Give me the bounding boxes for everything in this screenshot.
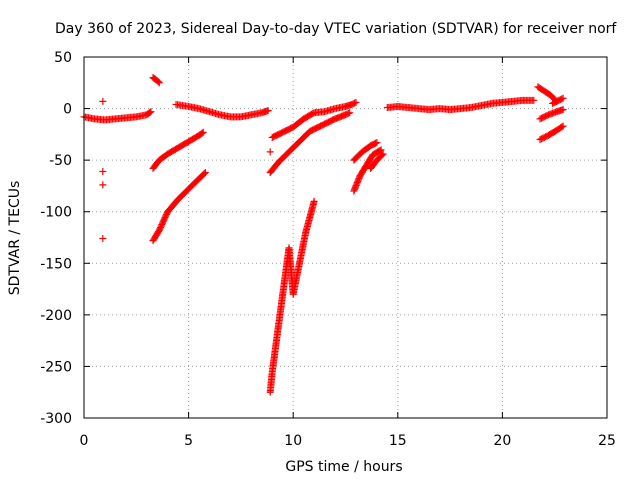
data-point-marker xyxy=(376,147,384,155)
data-point-marker xyxy=(378,151,386,159)
data-point-marker xyxy=(310,197,318,205)
data-markers xyxy=(80,74,567,396)
data-point-marker xyxy=(352,98,360,106)
grid-lines xyxy=(84,57,607,418)
y-tick-label: 50 xyxy=(54,50,72,66)
data-point-marker xyxy=(198,129,206,137)
data-point-marker xyxy=(200,170,208,178)
x-tick-label: 15 xyxy=(389,433,407,449)
y-tick-label: -150 xyxy=(40,256,72,272)
data-point-marker xyxy=(147,108,155,116)
data-point-marker xyxy=(373,139,381,147)
data-point-marker xyxy=(344,109,352,117)
data-point-marker xyxy=(99,235,107,243)
data-point-marker xyxy=(154,78,162,86)
data-point-marker xyxy=(199,128,207,136)
y-tick-label: -200 xyxy=(40,308,72,324)
y-tick-label: -250 xyxy=(40,359,72,375)
data-point-marker xyxy=(558,123,566,131)
x-axis-title: GPS time / hours xyxy=(285,459,402,475)
y-axis-title: SDTVAR / TECUs xyxy=(7,181,23,296)
data-point-marker xyxy=(264,107,272,115)
x-tick-label: 20 xyxy=(493,433,511,449)
x-tick-label: 0 xyxy=(80,433,89,449)
data-point-marker xyxy=(146,108,154,116)
data-point-marker xyxy=(372,139,380,147)
data-point-marker xyxy=(99,97,107,105)
y-tick-label: -100 xyxy=(40,205,72,221)
data-point-marker xyxy=(99,181,107,189)
x-tick-label: 5 xyxy=(184,433,193,449)
x-tick-label: 10 xyxy=(284,433,302,449)
data-point-marker xyxy=(559,122,567,130)
y-tick-label: -300 xyxy=(40,411,72,427)
axis-ticks: 0 5 10 15 20 25 -300 -250 -200 -150 -100 -50 0 50 xyxy=(40,50,616,449)
data-point-marker xyxy=(559,106,567,114)
data-point-marker xyxy=(558,95,566,103)
data-point-marker xyxy=(379,150,387,158)
data-point-marker xyxy=(377,146,385,154)
data-point-marker xyxy=(99,167,107,175)
plot-frame xyxy=(83,56,608,419)
data-point-marker xyxy=(201,169,209,177)
y-tick-label: -50 xyxy=(49,153,72,169)
data-point-marker xyxy=(559,94,567,102)
data-point-marker xyxy=(155,79,163,87)
x-tick-label: 25 xyxy=(598,433,616,449)
y-tick-label: 0 xyxy=(63,102,72,118)
data-point-marker xyxy=(266,148,274,156)
data-point-marker xyxy=(530,96,538,104)
chart-title: Day 360 of 2023, Sidereal Day-to-day VTE… xyxy=(55,21,617,37)
data-point-marker xyxy=(346,109,354,117)
data-point-marker xyxy=(351,99,359,107)
